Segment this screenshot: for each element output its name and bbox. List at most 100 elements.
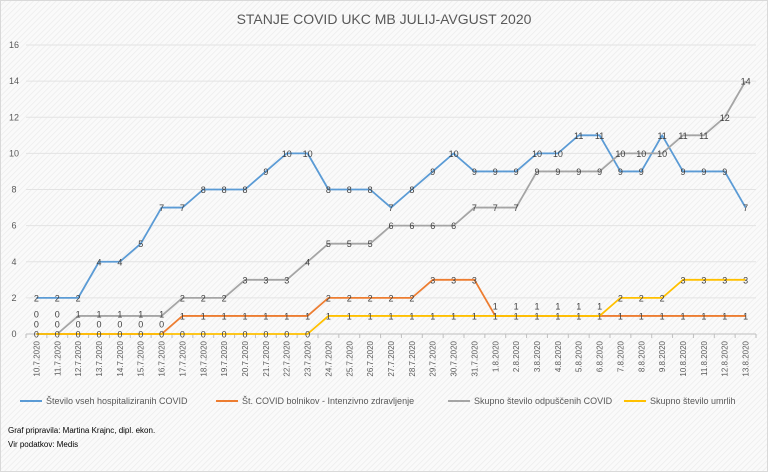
data-label: 3 [451,275,456,285]
data-label: 1 [493,301,498,311]
data-label: 2 [347,293,352,303]
x-tick-label: 7.8.2020 [616,340,625,372]
data-label: 7 [159,203,164,213]
data-label: 10 [636,149,646,159]
data-label: 1 [534,311,539,321]
series-line [36,134,747,299]
x-tick-label: 17.7.2020 [178,340,187,376]
x-tick-label: 20.7.2020 [241,340,250,376]
data-label: 3 [701,275,706,285]
data-label: 1 [597,301,602,311]
x-tick-label: 19.7.2020 [220,340,229,376]
data-label: 9 [472,167,477,177]
data-label: 0 [55,330,60,340]
data-label: 9 [576,167,581,177]
data-label: 1 [576,301,581,311]
x-tick-label: 11.8.2020 [700,340,709,376]
data-label: 1 [555,311,560,321]
series-line [36,80,747,335]
x-tick-label: 4.8.2020 [554,340,563,372]
data-label: 9 [493,167,498,177]
data-label: 1 [347,311,352,321]
data-label: 7 [180,203,185,213]
data-label: 9 [722,167,727,177]
x-tick-label: 13.7.2020 [95,340,104,376]
data-label: 2 [201,293,206,303]
x-tick-label: 5.8.2020 [575,340,584,372]
data-label: 0 [55,310,60,320]
x-tick-label: 18.7.2020 [199,340,208,376]
data-label: 3 [242,275,247,285]
data-label: 0 [117,330,122,340]
data-label: 2 [618,293,623,303]
x-tick-label: 29.7.2020 [429,340,438,376]
data-label: 1 [722,311,727,321]
data-label: 6 [430,221,435,231]
data-label: 1 [96,310,101,320]
data-label: 4 [117,257,122,267]
data-label: 1 [326,311,331,321]
data-label: 9 [701,167,706,177]
x-tick-label: 9.8.2020 [658,340,667,372]
legend-label: Število vseh hospitaliziranih COVID [46,396,188,406]
data-label: 0 [96,330,101,340]
series-line [36,278,746,335]
data-label: 2 [222,293,227,303]
x-tick-label: 3.8.2020 [533,340,542,372]
x-tick-label: 11.7.2020 [53,340,62,376]
data-label: 0 [34,330,39,340]
data-label: 1 [409,311,414,321]
data-label: 7 [472,203,477,213]
data-label: 6 [451,221,456,231]
data-label: 9 [430,167,435,177]
x-tick-label: 13.8.2020 [742,340,751,376]
footer-author: Graf pripravila: Martina Krajnc, dipl. e… [8,426,156,435]
data-label: 5 [326,239,331,249]
data-label: 8 [222,185,227,195]
data-label: 3 [430,275,435,285]
data-label: 3 [680,275,685,285]
data-label: 0 [180,330,185,340]
footer-source: Vir podatkov: Medis [8,440,79,449]
data-label: 1 [138,310,143,320]
data-label: 3 [472,275,477,285]
x-tick-label: 12.8.2020 [721,340,730,376]
data-label: 9 [680,167,685,177]
legend-label: Skupno število umrlih [650,396,736,406]
data-label: 1 [534,301,539,311]
data-label: 9 [618,167,623,177]
data-label: 3 [722,275,727,285]
data-label: 5 [138,239,143,249]
data-label: 3 [284,275,289,285]
x-tick-label: 10.8.2020 [679,340,688,376]
x-tick-label: 25.7.2020 [345,340,354,376]
data-label: 10 [553,149,563,159]
data-label: 9 [555,167,560,177]
data-label: 11 [595,131,604,141]
x-tick-label: 28.7.2020 [408,340,417,376]
data-label: 9 [263,167,268,177]
x-tick-label: 6.8.2020 [596,340,605,372]
data-label: 11 [574,131,583,141]
data-label: 1 [430,311,435,321]
data-label: 10 [449,149,459,159]
data-label: 2 [409,293,414,303]
data-label: 1 [514,311,519,321]
data-label: 2 [34,293,39,303]
data-label: 12 [720,113,730,123]
data-label: 7 [514,203,519,213]
data-label: 0 [55,320,60,330]
data-label: 2 [388,293,393,303]
legend-label: Skupno število odpuščenih COVID [474,396,613,406]
data-label: 7 [493,203,498,213]
y-tick-label: 12 [9,112,19,122]
x-tick-label: 22.7.2020 [283,340,292,376]
x-tick-label: 27.7.2020 [387,340,396,376]
y-tick-label: 0 [11,329,16,339]
data-label: 0 [201,330,206,340]
data-label: 7 [743,203,748,213]
data-label: 1 [472,311,477,321]
